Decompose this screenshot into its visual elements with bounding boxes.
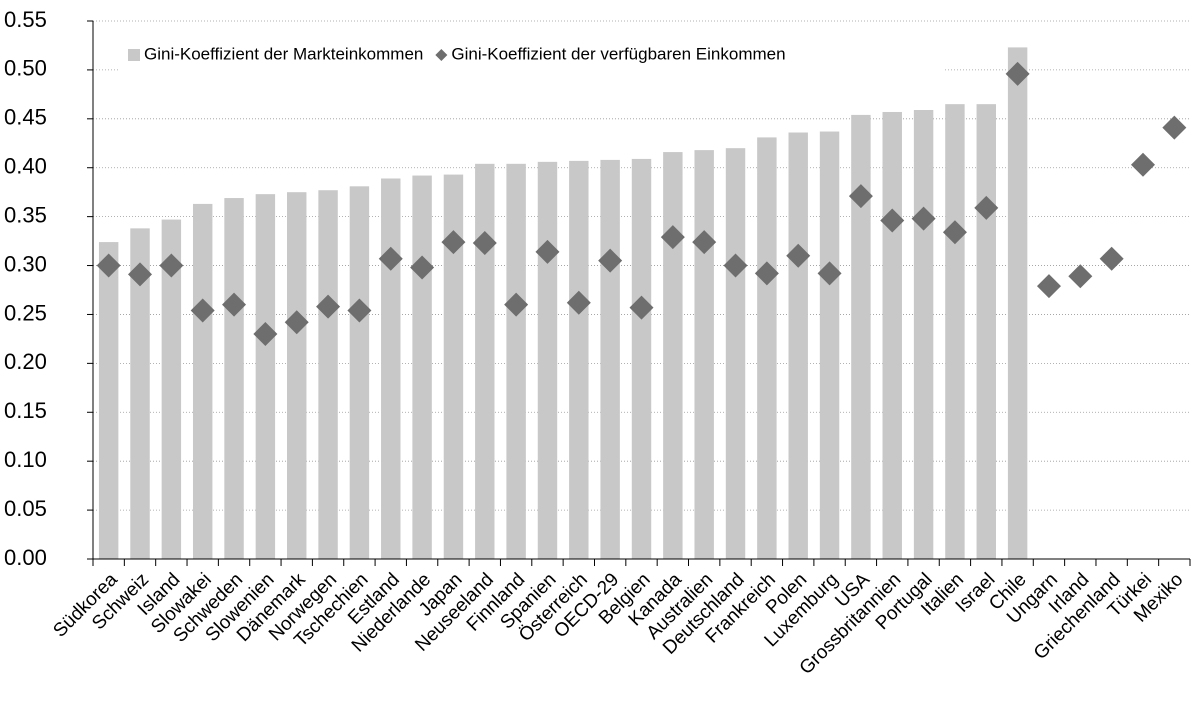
bar <box>913 110 934 560</box>
bar <box>663 152 683 560</box>
bar <box>349 186 370 559</box>
bar <box>1007 47 1028 559</box>
diamond-marker <box>942 220 967 245</box>
y-tick-label: 0.50 <box>4 56 47 81</box>
legend-label: Gini-Koeffizient der Markteinkommen <box>144 44 423 63</box>
diamond-marker <box>535 239 560 264</box>
bar <box>287 192 307 559</box>
diamond-marker <box>1162 115 1187 140</box>
diamond-marker <box>190 298 215 323</box>
legend-swatch <box>128 49 140 61</box>
diamond-marker <box>347 298 372 323</box>
diamond-marker <box>1005 61 1030 86</box>
y-tick-label: 0.55 <box>4 7 47 32</box>
bar <box>600 159 620 559</box>
diamond-marker <box>410 255 435 280</box>
bar <box>725 148 746 559</box>
y-tick-label: 0.45 <box>4 105 47 130</box>
y-tick-label: 0.25 <box>4 300 47 325</box>
bar <box>98 242 119 559</box>
y-tick-label: 0.05 <box>4 496 47 521</box>
bar <box>161 219 182 559</box>
diamond-marker <box>911 206 936 231</box>
diamond-marker <box>880 208 905 233</box>
diamond-marker <box>598 248 623 273</box>
y-tick-label: 0.00 <box>4 545 47 570</box>
diamond-marker <box>1036 274 1061 299</box>
bar <box>130 228 150 559</box>
diamond-marker <box>222 292 247 317</box>
diamond-marker <box>566 290 591 315</box>
bar <box>631 158 652 559</box>
bar <box>318 190 338 559</box>
y-tick-label: 0.40 <box>4 154 47 179</box>
diamond-marker <box>660 225 685 250</box>
diamond-marker <box>378 246 403 271</box>
y-tick-label: 0.30 <box>4 251 47 276</box>
bar <box>192 203 213 560</box>
diamond-marker <box>786 243 811 268</box>
bar <box>788 132 808 559</box>
diamond-marker <box>284 310 309 335</box>
bar <box>945 104 965 560</box>
diamond-marker <box>817 261 842 286</box>
diamond-marker <box>1130 152 1155 177</box>
diamond-marker <box>504 292 529 317</box>
bar <box>412 175 432 559</box>
diamond-marker <box>692 230 717 255</box>
bar <box>443 174 464 560</box>
diamond-marker <box>974 195 999 220</box>
bar <box>475 163 495 559</box>
legend-swatch <box>435 49 448 61</box>
bar <box>537 161 558 559</box>
bar <box>255 194 276 559</box>
bar <box>851 114 871 559</box>
diamond-marker <box>96 253 121 278</box>
diamond-marker <box>1099 246 1124 271</box>
diamond-marker <box>472 231 497 256</box>
bar <box>224 198 244 559</box>
legend-box <box>118 38 945 72</box>
bar <box>381 178 401 559</box>
diamond-marker <box>723 253 748 278</box>
diamond-marker <box>159 253 184 278</box>
diamond-marker <box>253 322 278 347</box>
y-tick-label: 0.35 <box>4 202 47 227</box>
legend-label: Gini-Koeffizient der verfügbaren Einkomm… <box>451 44 785 63</box>
diamond-marker <box>848 184 873 209</box>
bar <box>694 150 714 559</box>
diamond-marker <box>629 295 654 320</box>
bar <box>819 131 840 559</box>
y-tick-label: 0.10 <box>4 447 47 472</box>
bar <box>757 137 777 560</box>
diamond-marker <box>1068 264 1093 289</box>
bar <box>569 160 589 559</box>
y-tick-label: 0.20 <box>4 349 47 374</box>
diamond-marker <box>754 261 779 286</box>
bar <box>506 163 526 559</box>
diamond-marker <box>316 294 341 319</box>
y-tick-label: 0.15 <box>4 398 47 423</box>
bar <box>882 111 902 559</box>
bar <box>976 104 996 560</box>
diamond-marker <box>128 262 153 287</box>
diamond-marker <box>441 230 466 255</box>
